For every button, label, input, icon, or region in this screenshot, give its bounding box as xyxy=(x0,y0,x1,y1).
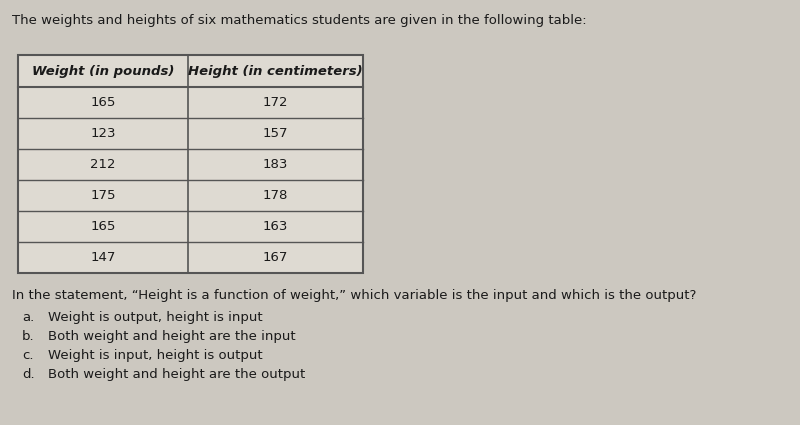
Text: Weight is output, height is input: Weight is output, height is input xyxy=(48,311,262,324)
Text: 163: 163 xyxy=(263,220,288,233)
Text: Weight is input, height is output: Weight is input, height is output xyxy=(48,349,262,362)
Text: Height (in centimeters): Height (in centimeters) xyxy=(188,65,363,77)
Text: 167: 167 xyxy=(263,251,288,264)
Text: 172: 172 xyxy=(262,96,288,109)
Text: Both weight and height are the input: Both weight and height are the input xyxy=(48,330,296,343)
Text: 212: 212 xyxy=(90,158,116,171)
Text: Both weight and height are the output: Both weight and height are the output xyxy=(48,368,306,381)
Text: a.: a. xyxy=(22,311,34,324)
Text: 123: 123 xyxy=(90,127,116,140)
Text: 165: 165 xyxy=(90,96,116,109)
Text: In the statement, “Height is a function of weight,” which variable is the input : In the statement, “Height is a function … xyxy=(12,289,696,302)
Text: 147: 147 xyxy=(90,251,116,264)
Bar xyxy=(18,55,363,273)
Text: 165: 165 xyxy=(90,220,116,233)
Text: d.: d. xyxy=(22,368,34,381)
Text: 178: 178 xyxy=(263,189,288,202)
Text: b.: b. xyxy=(22,330,34,343)
Text: 175: 175 xyxy=(90,189,116,202)
Text: Weight (in pounds): Weight (in pounds) xyxy=(32,65,174,77)
Text: 183: 183 xyxy=(263,158,288,171)
Bar xyxy=(18,55,363,273)
Text: c.: c. xyxy=(22,349,34,362)
Text: 157: 157 xyxy=(262,127,288,140)
Text: The weights and heights of six mathematics students are given in the following t: The weights and heights of six mathemati… xyxy=(12,14,586,27)
